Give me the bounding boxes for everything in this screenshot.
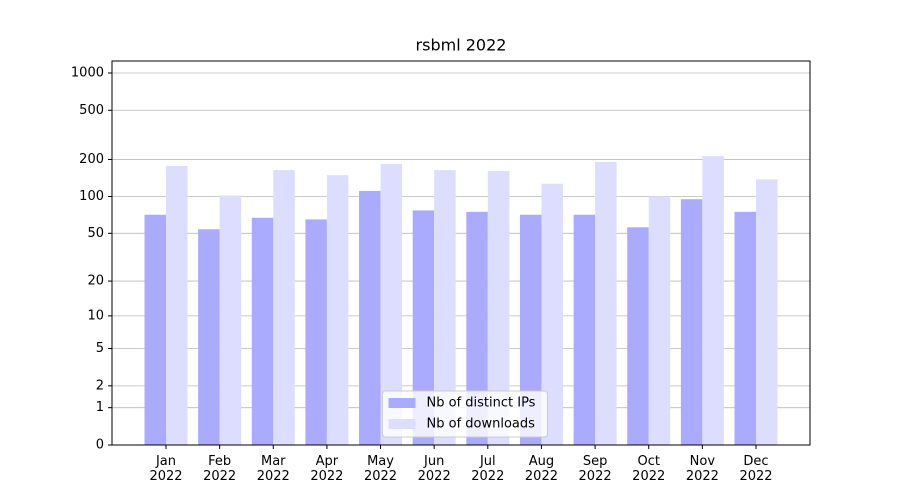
legend-label: Nb of downloads: [427, 417, 536, 432]
x-tick-label: Apr 2022: [310, 454, 344, 484]
bar: [305, 219, 327, 445]
y-tick-label: 100: [79, 189, 104, 204]
x-tick-label: Aug 2022: [524, 454, 558, 484]
y-tick-label: 10: [87, 308, 104, 323]
bar: [434, 170, 456, 445]
x-tick-label: Jul 2022: [471, 454, 505, 484]
bar: [519, 214, 542, 445]
bar: [166, 165, 188, 445]
x-tick-label: Oct 2022: [632, 454, 666, 484]
x-tick-label: Dec 2022: [739, 454, 773, 484]
y-tick-label: 20: [87, 274, 104, 289]
x-tick-label: Mar 2022: [256, 454, 290, 484]
plot-frame: [111, 60, 811, 446]
y-tick-label: 5: [96, 341, 104, 356]
y-tick-label: 500: [79, 103, 104, 118]
bar: [541, 183, 563, 446]
bar: [627, 227, 649, 445]
bar: [273, 170, 295, 445]
bar: [648, 196, 671, 445]
bar: [144, 214, 166, 445]
bar: [487, 171, 510, 446]
y-tick-label: 0: [96, 438, 104, 453]
bar: [680, 199, 703, 445]
bar: [380, 163, 403, 445]
x-tick-label: May 2022: [363, 454, 398, 484]
legend: Nb of distinct IPs Nb of downloads: [382, 390, 548, 438]
y-tick-label: 1000: [71, 66, 104, 81]
legend-swatch: [388, 398, 416, 408]
y-tick-label: 200: [79, 152, 104, 167]
x-tick-label: Jun 2022: [417, 454, 451, 484]
bar: [326, 175, 349, 445]
bar: [573, 214, 596, 445]
bar: [734, 211, 756, 445]
x-tick-label: Sep 2022: [578, 454, 612, 484]
bar: [756, 179, 778, 445]
bar: [198, 229, 220, 445]
legend-swatch: [388, 419, 416, 429]
x-tick-label: Feb 2022: [203, 454, 237, 484]
bar: [466, 211, 488, 445]
bar: [219, 195, 242, 445]
bar: [702, 156, 724, 445]
bar: [595, 161, 617, 446]
x-tick-label: Jan 2022: [149, 454, 183, 484]
y-tick-label: 1: [96, 400, 104, 415]
y-tick-label: 2: [96, 378, 104, 393]
y-tick-label: 50: [87, 226, 104, 241]
bar: [359, 190, 381, 445]
chart-title: rsbml 2022: [416, 36, 507, 55]
legend-box: [382, 390, 548, 438]
x-tick-label: Nov 2022: [685, 454, 719, 484]
bar: [251, 217, 274, 445]
legend-label: Nb of distinct IPs: [427, 396, 536, 411]
bar: [412, 210, 435, 445]
